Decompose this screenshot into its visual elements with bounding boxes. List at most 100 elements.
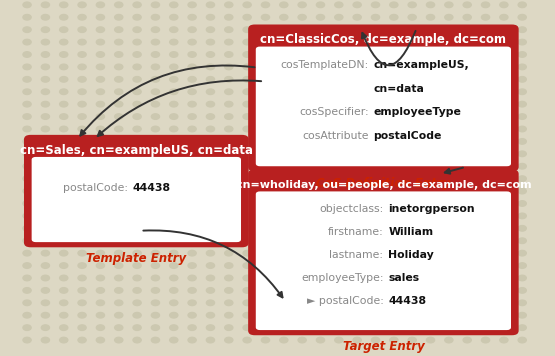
Text: sales: sales xyxy=(388,273,420,283)
Circle shape xyxy=(97,138,104,144)
Circle shape xyxy=(371,300,380,305)
Circle shape xyxy=(390,163,398,169)
Circle shape xyxy=(408,337,416,343)
Circle shape xyxy=(97,300,104,305)
Circle shape xyxy=(170,77,178,82)
Circle shape xyxy=(23,275,31,281)
Circle shape xyxy=(353,114,361,119)
Circle shape xyxy=(390,250,398,256)
Circle shape xyxy=(335,114,343,119)
Circle shape xyxy=(445,151,453,157)
Circle shape xyxy=(408,77,416,82)
Circle shape xyxy=(298,39,306,45)
Circle shape xyxy=(518,114,526,119)
Circle shape xyxy=(78,163,86,169)
Circle shape xyxy=(152,337,159,343)
Circle shape xyxy=(518,151,526,157)
Circle shape xyxy=(371,52,380,57)
Text: William: William xyxy=(388,227,433,237)
Circle shape xyxy=(133,15,141,20)
Circle shape xyxy=(408,15,416,20)
Circle shape xyxy=(188,176,196,182)
Circle shape xyxy=(335,337,343,343)
Circle shape xyxy=(115,77,123,82)
Circle shape xyxy=(225,101,233,107)
Circle shape xyxy=(445,226,453,231)
Circle shape xyxy=(353,275,361,281)
Circle shape xyxy=(225,64,233,70)
Circle shape xyxy=(206,126,215,132)
Circle shape xyxy=(316,288,325,293)
Circle shape xyxy=(481,325,490,330)
Circle shape xyxy=(426,101,435,107)
Circle shape xyxy=(243,313,251,318)
Circle shape xyxy=(426,27,435,32)
Circle shape xyxy=(445,201,453,206)
Circle shape xyxy=(170,27,178,32)
Circle shape xyxy=(500,288,508,293)
Circle shape xyxy=(41,151,49,157)
Circle shape xyxy=(133,201,141,206)
Circle shape xyxy=(371,89,380,94)
Circle shape xyxy=(23,313,31,318)
Circle shape xyxy=(243,201,251,206)
Circle shape xyxy=(335,27,343,32)
Circle shape xyxy=(445,163,453,169)
Circle shape xyxy=(390,238,398,244)
Circle shape xyxy=(500,2,508,7)
Circle shape xyxy=(261,337,270,343)
Circle shape xyxy=(78,138,86,144)
Circle shape xyxy=(23,39,31,45)
Circle shape xyxy=(170,201,178,206)
Circle shape xyxy=(97,114,104,119)
Circle shape xyxy=(426,337,435,343)
Circle shape xyxy=(408,313,416,318)
Circle shape xyxy=(170,163,178,169)
Circle shape xyxy=(335,138,343,144)
Circle shape xyxy=(78,27,86,32)
Circle shape xyxy=(188,64,196,70)
Circle shape xyxy=(243,226,251,231)
Circle shape xyxy=(115,300,123,305)
Circle shape xyxy=(280,226,288,231)
Circle shape xyxy=(243,213,251,219)
Circle shape xyxy=(115,64,123,70)
Circle shape xyxy=(133,263,141,268)
Text: firstname:: firstname: xyxy=(327,227,384,237)
Circle shape xyxy=(463,250,471,256)
Circle shape xyxy=(371,337,380,343)
Circle shape xyxy=(261,226,270,231)
FancyBboxPatch shape xyxy=(24,135,249,247)
Circle shape xyxy=(335,2,343,7)
Circle shape xyxy=(280,101,288,107)
Circle shape xyxy=(408,288,416,293)
Circle shape xyxy=(115,226,123,231)
Circle shape xyxy=(23,213,31,219)
Circle shape xyxy=(280,114,288,119)
Circle shape xyxy=(206,138,215,144)
Circle shape xyxy=(78,188,86,194)
Circle shape xyxy=(463,288,471,293)
Circle shape xyxy=(188,151,196,157)
Circle shape xyxy=(23,2,31,7)
Circle shape xyxy=(97,163,104,169)
Circle shape xyxy=(316,263,325,268)
Circle shape xyxy=(206,337,215,343)
Circle shape xyxy=(408,250,416,256)
Circle shape xyxy=(500,163,508,169)
Circle shape xyxy=(298,300,306,305)
Circle shape xyxy=(97,238,104,244)
Circle shape xyxy=(170,238,178,244)
Circle shape xyxy=(500,39,508,45)
Circle shape xyxy=(78,151,86,157)
Circle shape xyxy=(316,163,325,169)
Circle shape xyxy=(518,15,526,20)
Circle shape xyxy=(500,226,508,231)
Circle shape xyxy=(152,39,159,45)
Circle shape xyxy=(261,77,270,82)
Circle shape xyxy=(152,114,159,119)
Circle shape xyxy=(390,263,398,268)
Circle shape xyxy=(225,151,233,157)
Circle shape xyxy=(445,64,453,70)
Circle shape xyxy=(280,238,288,244)
